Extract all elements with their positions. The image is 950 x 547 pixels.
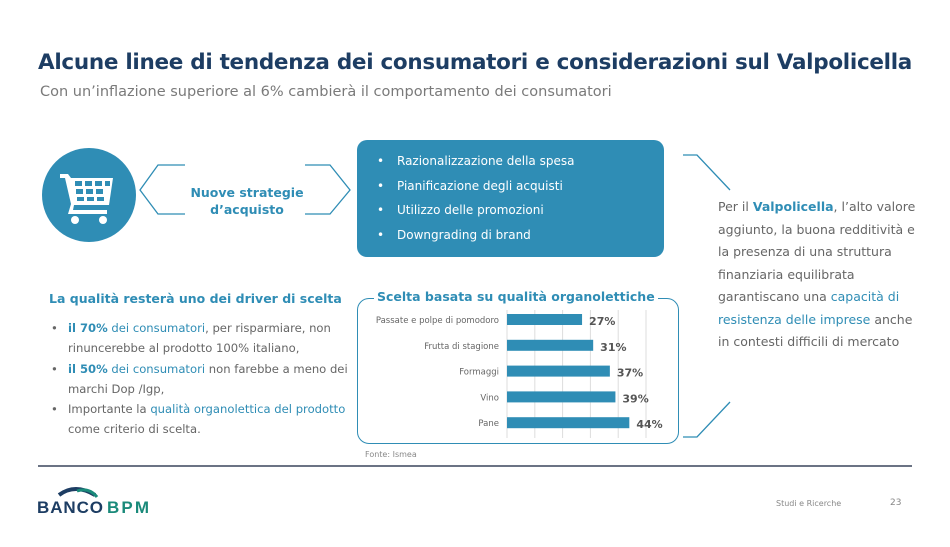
bar xyxy=(507,417,630,429)
page-number: 23 xyxy=(890,498,902,508)
category-label: Frutta di stagione xyxy=(424,342,499,352)
chart-title: Scelta basata su qualità organolettiche xyxy=(374,289,658,304)
text: dei consumatori xyxy=(107,361,206,376)
data-label: 37% xyxy=(617,367,643,380)
text: capacità di resistenza delle imprese xyxy=(718,289,900,327)
text: , l’alto valore aggiunto, la buona reddi… xyxy=(718,199,916,304)
quality-bullet: il 70% dei consumatori, per risparmiare,… xyxy=(48,318,358,359)
quality-list: il 70% dei consumatori, per risparmiare,… xyxy=(48,318,358,440)
bar xyxy=(507,365,610,377)
page-subtitle: Con un’inflazione superiore al 6% cambie… xyxy=(40,84,612,100)
bar-chart: Passate e polpe di pomodoro 27% Frutta di … xyxy=(376,310,663,438)
valpolicella-text: Per il Valpolicella, l’alto valore aggiu… xyxy=(718,196,918,354)
banco-bpm-logo: BANCO BPM xyxy=(37,485,157,517)
source-note: Fonte: Ismea xyxy=(365,450,417,459)
text: non farebbe a meno dei marchi Dop /Igp, xyxy=(68,361,348,396)
strategy-box: Razionalizzazione della spesa Pianificaz… xyxy=(357,140,664,257)
text: , per risparmiare, non rinuncerebbe al p… xyxy=(68,321,331,356)
strategy-line2: d’acquisto xyxy=(210,202,284,217)
text: il 70% xyxy=(68,321,108,335)
strategy-item: Downgrading di brand xyxy=(377,228,664,253)
category-label: Passate e polpe di pomodoro xyxy=(376,316,499,326)
bar xyxy=(507,314,583,325)
strategy-item: Pianificazione degli acquisti xyxy=(377,179,664,204)
data-label: 31% xyxy=(600,341,626,354)
page-title: Alcune linee di tendenza dei consumatori… xyxy=(38,50,913,75)
text: Valpolicella xyxy=(752,199,834,214)
strategy-line1: Nuove strategie xyxy=(190,185,304,200)
text: Per il xyxy=(718,199,753,214)
category-label: Pane xyxy=(478,419,499,429)
text: dei consumatori xyxy=(107,321,206,335)
footer-section: Studi e Ricerche xyxy=(776,499,842,508)
shopping-cart-icon xyxy=(42,148,136,242)
strategy-label: Nuove strategie d’acquisto xyxy=(182,184,312,218)
data-label: 44% xyxy=(636,418,662,431)
footer-divider xyxy=(38,465,912,467)
quality-bullet: il 50% dei consumatori non farebbe a men… xyxy=(48,359,358,400)
quality-title: La qualità resterà uno dei driver di sce… xyxy=(49,291,342,306)
category-label: Formaggi xyxy=(459,368,499,378)
text: qualità organolettica del prodotto xyxy=(150,402,346,417)
svg-text:BANCO: BANCO xyxy=(37,498,103,517)
quality-bullet: Importante la qualità organolettica del … xyxy=(48,399,358,440)
bar xyxy=(507,391,616,403)
text: anche in contesti difficili di mercato xyxy=(718,311,913,350)
text: il 50% xyxy=(68,361,108,376)
bar xyxy=(507,339,594,351)
data-label: 39% xyxy=(622,392,648,405)
data-label: 27% xyxy=(589,315,615,328)
svg-text:BPM: BPM xyxy=(107,498,149,517)
strategy-item: Utilizzo delle promozioni xyxy=(377,203,664,228)
category-label: Vino xyxy=(480,393,499,403)
strategy-item: Razionalizzazione della spesa xyxy=(377,154,664,179)
text: come criterio di scelta. xyxy=(68,422,201,437)
text: Importante la xyxy=(68,402,151,417)
